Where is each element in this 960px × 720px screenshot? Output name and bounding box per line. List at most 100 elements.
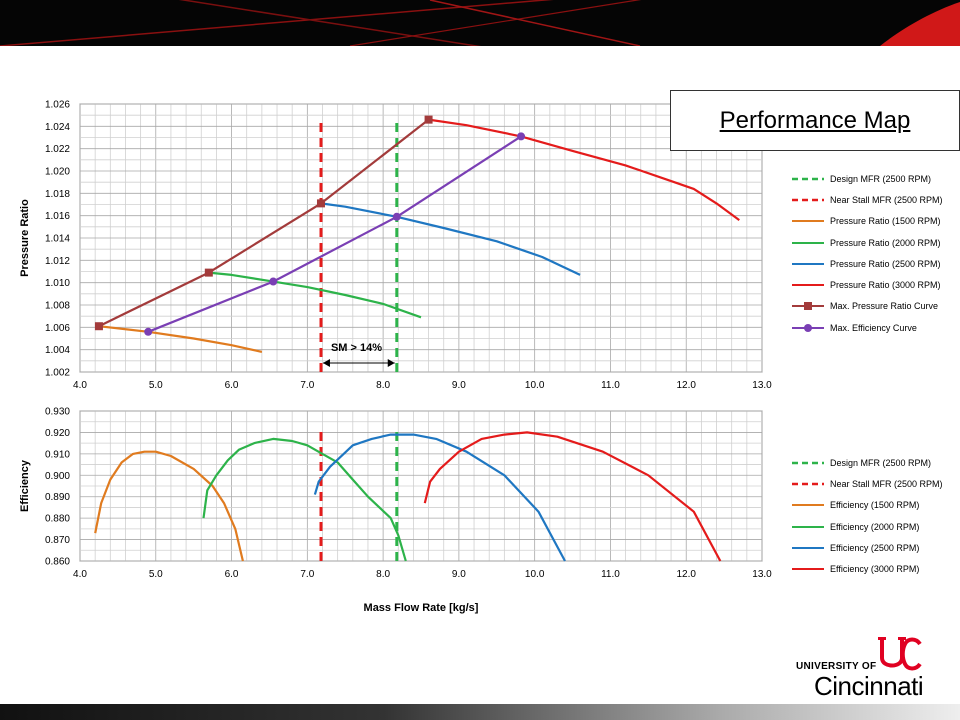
logo-line2: Cincinnati xyxy=(814,671,924,701)
pr-series-line-6 xyxy=(98,118,430,328)
footer-bar xyxy=(0,704,960,720)
pr-y-tick-label: 1.024 xyxy=(45,122,70,133)
legend-label: Efficiency (3000 RPM) xyxy=(830,564,920,575)
eff-y-tick-label: 0.870 xyxy=(45,535,70,546)
legend-item: Efficiency (1500 RPM) xyxy=(790,495,943,516)
eff-x-axis-label: Mass Flow Rate [kg/s] xyxy=(364,602,479,614)
efficiency-chart: 4.0 5.0 6.0 7.0 8.0 9.0 10.0 11.0 12.0 13.0 0.860 0… xyxy=(19,407,772,615)
header-banner xyxy=(0,0,960,46)
eff-y-tick-label: 0.860 xyxy=(45,557,70,568)
legend-label: Efficiency (2500 RPM) xyxy=(830,542,920,553)
legend-swatch xyxy=(792,241,824,244)
pr-y-tick-label: 1.002 xyxy=(45,368,70,379)
pr-x-tick-label: 4.0 xyxy=(73,380,87,391)
eff-y-tick-label: 0.890 xyxy=(45,492,70,503)
legend-label: Pressure Ratio (3000 RPM) xyxy=(830,280,941,291)
legend-swatch xyxy=(792,323,824,332)
eff-y-tick-label: 0.930 xyxy=(45,407,70,418)
legend-item: Pressure Ratio (1500 RPM) xyxy=(790,211,943,232)
pr-x-tick-label: 11.0 xyxy=(601,380,620,391)
pr-y-tick-label: 1.014 xyxy=(45,234,70,245)
legend-swatch xyxy=(792,284,824,287)
legend-efficiency: Design MFR (2500 RPM) Near Stall MFR (250… xyxy=(790,452,943,580)
legend-item: Efficiency (3000 RPM) xyxy=(790,558,943,579)
legend-label: Design MFR (2500 RPM) xyxy=(830,173,932,184)
pr-x-tick-label: 6.0 xyxy=(225,380,239,391)
pr-series-point-circle xyxy=(517,132,526,141)
eff-x-tick-label: 10.0 xyxy=(525,569,545,580)
eff-series-line-3 xyxy=(202,437,407,562)
legend-label: Max. Pressure Ratio Curve xyxy=(830,301,939,312)
legend-swatch xyxy=(792,546,824,549)
eff-y-tick-label: 0.920 xyxy=(45,428,70,439)
legend-swatch xyxy=(792,302,824,311)
pr-y-tick-label: 1.006 xyxy=(45,323,70,334)
legend-item: Pressure Ratio (3000 RPM) xyxy=(790,274,943,295)
banner-decoration xyxy=(0,0,960,46)
pr-series-point-circle xyxy=(269,277,278,286)
legend-swatch xyxy=(792,220,824,223)
legend-item: Near Stall MFR (2500 RPM) xyxy=(790,189,943,210)
legend-item: Pressure Ratio (2000 RPM) xyxy=(790,232,943,253)
legend-item: Max. Efficiency Curve xyxy=(790,317,943,338)
eff-series-line-4 xyxy=(313,433,566,562)
pr-y-tick-label: 1.020 xyxy=(45,167,70,178)
legend-item: Efficiency (2500 RPM) xyxy=(790,537,943,558)
eff-y-tick-label: 0.880 xyxy=(45,514,70,525)
eff-x-tick-label: 6.0 xyxy=(225,569,239,580)
eff-x-tick-label: 7.0 xyxy=(300,569,314,580)
pr-series-point-square xyxy=(204,268,213,277)
pr-y-tick-label: 1.022 xyxy=(45,144,70,155)
pr-series-point-square xyxy=(316,199,325,208)
legend-label: Efficiency (2000 RPM) xyxy=(830,521,920,532)
pr-y-tick-label: 1.012 xyxy=(45,256,70,267)
eff-x-tick-label: 9.0 xyxy=(452,569,466,580)
pr-y-tick-label: 1.026 xyxy=(45,100,70,111)
pressure-ratio-chart: 4.0 5.0 6.0 7.0 8.0 9.0 10.0 11.0 12.0 13.0 1.002 1… xyxy=(19,100,772,392)
pr-x-tick-label: 9.0 xyxy=(452,380,466,391)
legend-item: Max. Pressure Ratio Curve xyxy=(790,296,943,317)
pr-y-tick-label: 1.018 xyxy=(45,189,70,200)
pr-series-line-5 xyxy=(428,118,740,221)
legend-swatch xyxy=(792,504,824,507)
eff-y-axis-label: Efficiency xyxy=(19,459,31,512)
logo-line1: UNIVERSITY OF xyxy=(796,661,877,672)
pr-series-point-square xyxy=(94,322,103,331)
pr-y-tick-label: 1.010 xyxy=(45,278,70,289)
legend-swatch xyxy=(792,482,824,486)
eff-x-tick-label: 5.0 xyxy=(149,569,163,580)
legend-item: Near Stall MFR (2500 RPM) xyxy=(790,473,943,494)
legend-label: Efficiency (1500 RPM) xyxy=(830,500,920,511)
legend-swatch xyxy=(792,568,824,571)
legend-swatch xyxy=(792,262,824,265)
eff-y-tick-label: 0.900 xyxy=(45,471,70,482)
legend-label: Pressure Ratio (2000 RPM) xyxy=(830,237,941,248)
legend-swatch xyxy=(792,461,824,464)
legend-swatch xyxy=(792,177,824,180)
legend-label: Near Stall MFR (2500 RPM) xyxy=(830,194,943,205)
legend-item: Design MFR (2500 RPM) xyxy=(790,452,943,473)
legend-swatch xyxy=(792,198,824,202)
pr-x-tick-label: 7.0 xyxy=(300,380,314,391)
legend-label: Max. Efficiency Curve xyxy=(830,322,917,333)
pr-x-tick-label: 13.0 xyxy=(752,380,772,391)
pr-x-tick-label: 5.0 xyxy=(149,380,163,391)
eff-y-tick-label: 0.910 xyxy=(45,449,70,460)
page-title: Performance Map xyxy=(719,106,911,134)
legend-label: Pressure Ratio (1500 RPM) xyxy=(830,216,941,227)
pr-y-axis-label: Pressure Ratio xyxy=(19,199,31,277)
pr-series-point-square xyxy=(424,115,433,124)
legend-item: Design MFR (2500 RPM) xyxy=(790,168,943,189)
legend-item: Efficiency (2000 RPM) xyxy=(790,516,943,537)
sm-arrow-right-head xyxy=(387,359,395,368)
pr-series-line-4 xyxy=(320,202,581,276)
legend-item: Pressure Ratio (2500 RPM) xyxy=(790,253,943,274)
eff-series-line-2 xyxy=(94,450,244,562)
legend-label: Pressure Ratio (2500 RPM) xyxy=(830,258,941,269)
university-logo: UNIVERSITY OF Cincinnati xyxy=(790,636,940,701)
pr-series-line-7 xyxy=(147,135,522,333)
pr-x-tick-label: 10.0 xyxy=(525,380,545,391)
eff-x-tick-label: 8.0 xyxy=(376,569,390,580)
sm-annotation-label: SM > 14% xyxy=(331,342,382,354)
